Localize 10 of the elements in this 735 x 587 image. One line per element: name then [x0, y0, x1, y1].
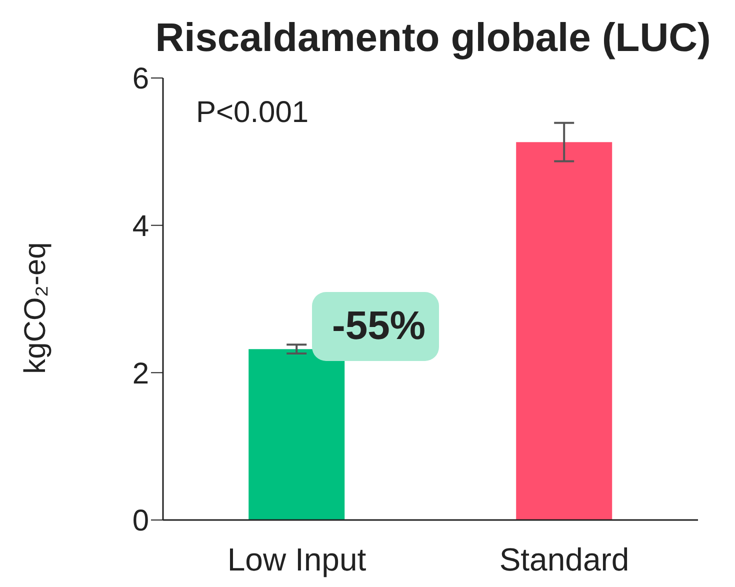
chart-title: Riscaldamento globale (LUC) — [154, 16, 712, 61]
y-tick-label: 0 — [132, 504, 149, 538]
x-tick-label: Standard — [499, 542, 630, 578]
y-axis-title: kgCO₂-eq — [19, 242, 53, 374]
annotation: -55% — [312, 292, 440, 361]
y-tick-label: 4 — [132, 210, 149, 243]
y-tick-label: 2 — [132, 357, 149, 390]
annotation: P<0.001 — [196, 96, 309, 130]
x-tick-label: Low Input — [227, 542, 366, 578]
y-tick-label: 6 — [132, 62, 149, 96]
